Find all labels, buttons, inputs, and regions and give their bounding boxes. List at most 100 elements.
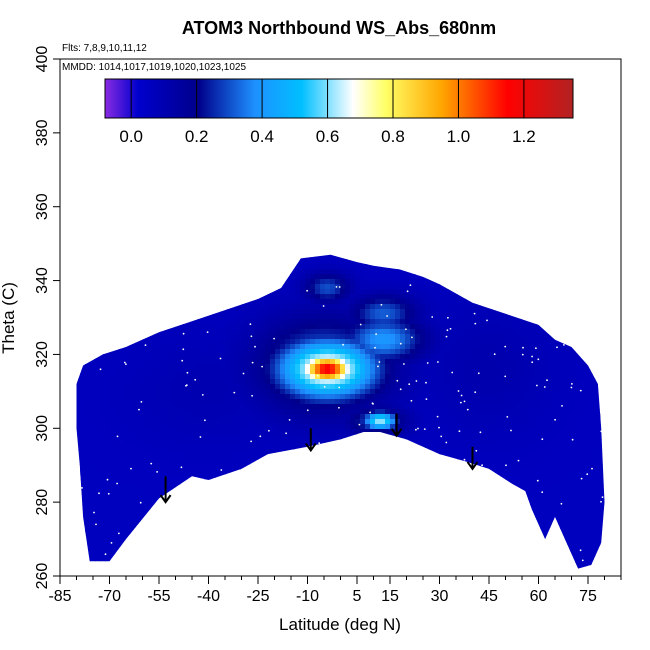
heatmap-cell bbox=[270, 449, 276, 455]
heatmap-cell bbox=[150, 369, 156, 375]
heatmap-cell bbox=[385, 424, 391, 430]
heatmap-cell bbox=[235, 404, 241, 410]
heatmap-cell bbox=[150, 389, 156, 395]
heatmap-cell bbox=[185, 384, 191, 390]
heatmap-cell bbox=[310, 374, 316, 380]
heatmap-cell bbox=[350, 424, 356, 430]
heatmap-cell bbox=[265, 424, 271, 430]
heatmap-cell bbox=[270, 374, 276, 380]
heatmap-cell bbox=[355, 374, 361, 380]
heatmap-cell bbox=[215, 314, 221, 320]
heatmap-cell bbox=[395, 399, 401, 405]
heatmap-cell bbox=[80, 449, 86, 455]
heatmap-cell bbox=[290, 419, 296, 425]
heatmap-cell bbox=[320, 439, 326, 445]
heatmap-cell bbox=[265, 314, 271, 320]
heatmap-cell bbox=[330, 369, 336, 375]
heatmap-cell bbox=[90, 444, 96, 450]
heatmap-cell bbox=[375, 374, 381, 380]
heatmap-cell bbox=[105, 489, 111, 495]
heatmap-cell bbox=[380, 409, 386, 415]
heatmap-cell bbox=[135, 399, 141, 405]
heatmap-cell bbox=[405, 389, 411, 395]
heatmap-cell bbox=[280, 354, 286, 360]
heatmap-cell bbox=[130, 379, 136, 385]
heatmap-cell bbox=[195, 394, 201, 400]
heatmap-cell bbox=[420, 284, 426, 290]
heatmap-cell bbox=[125, 424, 131, 430]
heatmap-cell bbox=[235, 314, 241, 320]
heatmap-cell bbox=[190, 399, 196, 405]
heatmap-cell bbox=[120, 454, 126, 460]
heatmap-cell bbox=[295, 389, 301, 395]
heatmap-cell bbox=[105, 434, 111, 440]
heatmap-cell bbox=[245, 379, 251, 385]
heatmap-cell bbox=[275, 329, 281, 335]
heatmap-cell bbox=[365, 424, 371, 430]
heatmap-cell bbox=[330, 254, 336, 260]
heatmap-cell bbox=[230, 339, 236, 345]
heatmap-cell bbox=[250, 399, 256, 405]
heatmap-cell bbox=[235, 339, 241, 345]
heatmap-cell bbox=[245, 384, 251, 390]
heatmap-cell bbox=[410, 299, 416, 305]
heatmap-cell bbox=[265, 354, 271, 360]
heatmap-cell bbox=[245, 329, 251, 335]
heatmap-cell bbox=[165, 409, 171, 415]
heatmap-cell bbox=[76, 399, 81, 405]
heatmap-cell bbox=[345, 289, 351, 295]
heatmap-cell bbox=[120, 389, 126, 395]
heatmap-cell bbox=[305, 299, 311, 305]
heatmap-cell bbox=[345, 349, 351, 355]
heatmap-cell bbox=[225, 334, 231, 340]
heatmap-cell bbox=[320, 379, 326, 385]
heatmap-cell bbox=[290, 389, 296, 395]
heatmap-cell bbox=[400, 294, 406, 300]
heatmap-cell bbox=[305, 394, 311, 400]
heatmap-cell bbox=[325, 434, 331, 440]
heatmap-cell bbox=[295, 314, 301, 320]
heatmap-cell bbox=[150, 499, 156, 505]
heatmap-cell bbox=[200, 354, 206, 360]
heatmap-cell bbox=[375, 289, 381, 295]
heatmap-cell bbox=[285, 354, 291, 360]
heatmap-cell bbox=[315, 409, 321, 415]
heatmap-cell bbox=[395, 344, 401, 350]
heatmap-cell bbox=[315, 264, 321, 270]
heatmap-cell bbox=[370, 379, 376, 385]
heatmap-cell bbox=[85, 374, 91, 380]
heatmap-cell bbox=[415, 319, 421, 325]
heatmap-cell bbox=[215, 384, 221, 390]
heatmap-cell bbox=[390, 334, 396, 340]
heatmap-cell bbox=[150, 449, 156, 455]
heatmap-cell bbox=[300, 259, 306, 265]
heatmap-cell bbox=[220, 384, 226, 390]
heatmap-cell bbox=[175, 404, 181, 410]
heatmap-cell bbox=[385, 319, 391, 325]
heatmap-cell bbox=[200, 459, 206, 465]
heatmap-cell bbox=[375, 319, 381, 325]
heatmap-cell bbox=[400, 299, 406, 305]
heatmap-cell bbox=[320, 434, 326, 440]
heatmap-cell bbox=[420, 304, 426, 310]
heatmap-cell bbox=[115, 529, 121, 535]
heatmap-cell bbox=[125, 494, 131, 500]
heatmap-cell bbox=[220, 464, 226, 470]
heatmap-cell bbox=[410, 294, 416, 300]
heatmap-cell bbox=[245, 324, 251, 330]
heatmap-cell bbox=[100, 409, 106, 415]
heatmap-cell bbox=[130, 464, 136, 470]
heatmap-cell bbox=[210, 379, 216, 385]
heatmap-cell bbox=[390, 349, 396, 355]
heatmap-cell bbox=[170, 399, 176, 405]
heatmap-cell bbox=[370, 364, 376, 370]
heatmap-cell bbox=[410, 429, 416, 435]
heatmap-cell bbox=[315, 434, 321, 440]
heatmap-cell bbox=[360, 314, 366, 320]
heatmap-cell bbox=[175, 339, 181, 345]
heatmap-cell bbox=[275, 319, 281, 325]
heatmap-cell bbox=[140, 339, 146, 345]
heatmap-cell bbox=[380, 404, 386, 410]
heatmap-cell bbox=[365, 359, 371, 365]
heatmap-cell bbox=[290, 409, 296, 415]
